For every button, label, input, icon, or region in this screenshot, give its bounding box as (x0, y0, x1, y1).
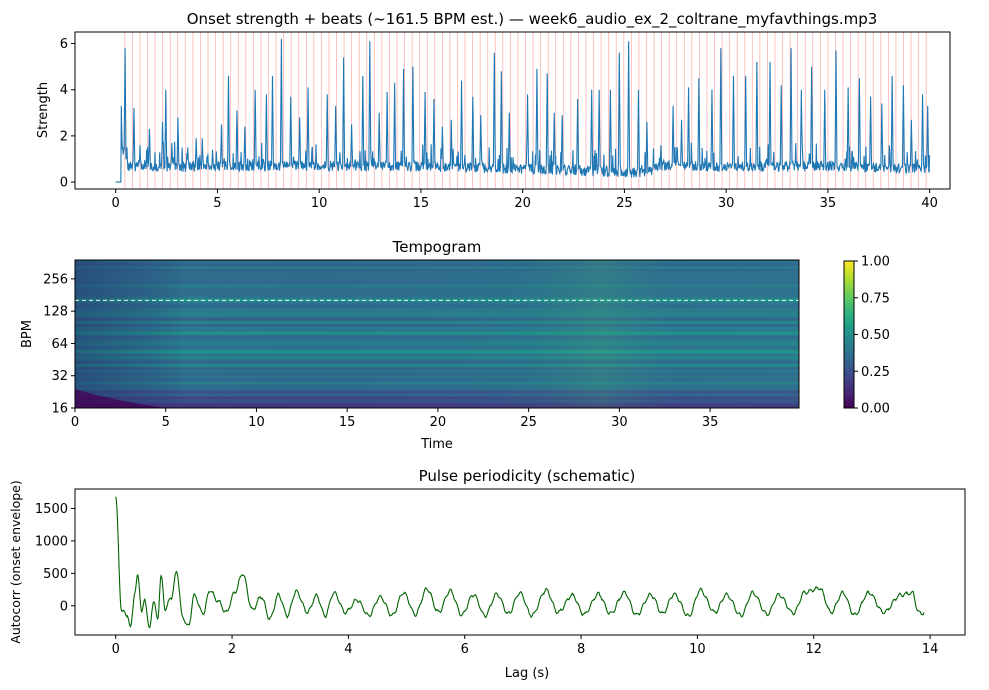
tempogram-x-axis: 0 5 10 15 20 25 30 35 (71, 408, 719, 430)
pulse-xtick-label-3: 6 (461, 642, 469, 657)
pulse-ytick-label-3: 1500 (35, 502, 68, 517)
onset-strength-panel: Onset strength + beats (~161.5 BPM est.)… (36, 10, 951, 211)
tempogram-time-shading (75, 260, 799, 408)
colorbar-tick-label-2: 0.50 (861, 328, 890, 343)
onset-ytick-label-0: 0 (60, 176, 68, 191)
onset-xtick-label-5: 25 (616, 196, 633, 211)
tempogram-ytick-label-0: 16 (51, 402, 68, 417)
onset-panel-title: Onset strength + beats (~161.5 BPM est.)… (187, 10, 878, 29)
onset-xtick-label-3: 15 (413, 196, 430, 211)
onset-x-axis: 0 5 10 15 20 25 30 35 40 (112, 189, 938, 211)
onset-plot-frame (74, 31, 951, 190)
pulse-panel-title: Pulse periodicity (schematic) (419, 467, 636, 485)
autocorr-line (115, 496, 925, 629)
onset-ytick-label-2: 4 (60, 83, 68, 98)
tempogram-xtick-label-6: 30 (611, 415, 628, 430)
colorbar-ticks: 0.00 0.25 0.50 0.75 1.00 (854, 255, 890, 417)
pulse-xtick-label-7: 14 (922, 642, 939, 657)
tempogram-dark-corner (75, 389, 166, 408)
pulse-xtick-label-6: 12 (805, 642, 822, 657)
tempogram-xtick-label-5: 25 (520, 415, 537, 430)
pulse-y-axis: 0 500 1000 1500 (35, 502, 75, 614)
onset-ytick-label-1: 2 (60, 129, 68, 144)
pulse-x-axis: 0 2 4 6 8 10 12 14 (112, 635, 939, 657)
tempogram-ytick-label-4: 256 (43, 272, 68, 287)
pulse-xtick-label-1: 2 (228, 642, 236, 657)
tempogram-xtick-label-4: 20 (430, 415, 447, 430)
onset-xtick-label-0: 0 (112, 196, 120, 211)
pulse-ytick-label-0: 0 (60, 599, 68, 614)
tempogram-xtick-label-3: 15 (339, 415, 356, 430)
pulse-xtick-label-0: 0 (112, 642, 120, 657)
onset-xtick-label-4: 20 (514, 196, 531, 211)
tempogram-xtick-label-0: 0 (71, 415, 79, 430)
colorbar-tick-label-0: 0.00 (861, 402, 890, 417)
tempogram-ytick-label-2: 64 (51, 337, 68, 352)
pulse-xtick-label-5: 10 (689, 642, 706, 657)
tempogram-xtick-label-1: 5 (162, 415, 170, 430)
pulse-ytick-label-1: 500 (43, 567, 68, 582)
pulse-periodicity-panel: Pulse periodicity (schematic) 0 2 4 6 8 10 12 1… (8, 467, 966, 681)
colorbar (843, 260, 855, 409)
onset-xtick-label-6: 30 (718, 196, 735, 211)
colorbar-tick-label-4: 1.00 (861, 255, 890, 270)
pulse-y-label: Autocorr (onset envelope) (8, 480, 23, 643)
onset-strength-line (115, 38, 931, 183)
colorbar-tick-label-3: 0.75 (861, 291, 890, 306)
tempogram-panel: Tempogram 0 5 10 15 20 25 30 35 16 32 64 128 256 Ti… (20, 238, 890, 452)
pulse-xtick-label-2: 4 (344, 642, 352, 657)
onset-ytick-label-3: 6 (60, 37, 68, 52)
pulse-x-label: Lag (s) (505, 666, 550, 681)
onset-xtick-label-7: 35 (820, 196, 837, 211)
tempogram-xtick-label-7: 35 (702, 415, 719, 430)
tempogram-y-axis: 16 32 64 128 256 (43, 272, 75, 417)
onset-y-label: Strength (36, 82, 51, 138)
pulse-xtick-label-4: 8 (577, 642, 585, 657)
tempogram-low-energy-region (75, 389, 166, 408)
tempogram-x-label: Time (420, 437, 453, 452)
tempogram-xtick-label-2: 10 (248, 415, 265, 430)
onset-xtick-label-2: 10 (311, 196, 328, 211)
pulse-ytick-label-2: 1000 (35, 534, 68, 549)
pulse-plot-frame (74, 488, 966, 636)
tempogram-frame (74, 259, 800, 409)
colorbar-tick-label-1: 0.25 (861, 365, 890, 380)
onset-xtick-label-8: 40 (921, 196, 938, 211)
tempogram-y-label: BPM (20, 320, 35, 348)
tempogram-ytick-label-3: 128 (43, 305, 68, 320)
tempogram-ytick-label-1: 32 (51, 369, 68, 384)
onset-xtick-label-1: 5 (213, 196, 221, 211)
tempogram-title: Tempogram (392, 238, 482, 256)
onset-y-axis: 0 2 4 6 (60, 37, 75, 191)
